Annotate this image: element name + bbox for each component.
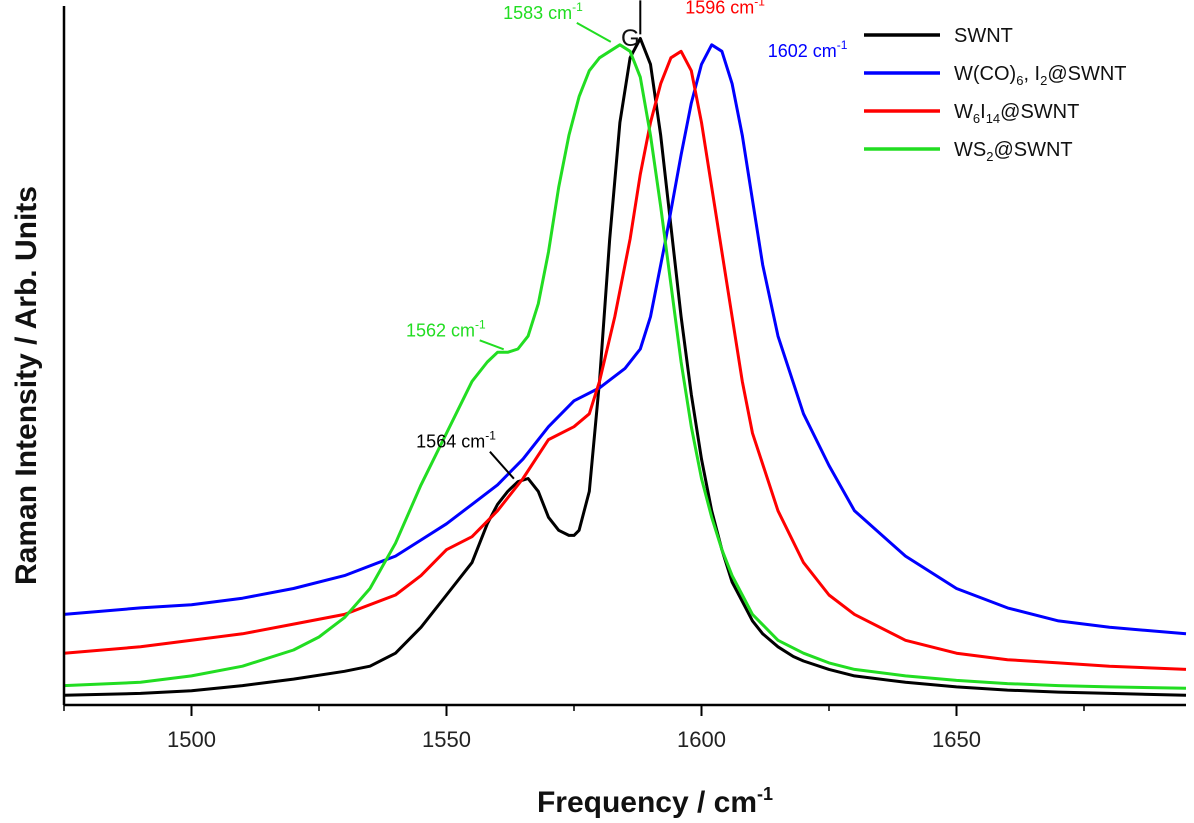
axes: 1500 1550 1600 1650 Frequency / cm-1 Raman In…: [10, 6, 1186, 819]
x-tick-label: 1500: [167, 727, 216, 752]
x-tick-label: 1650: [932, 727, 981, 752]
y-axis-title: Raman Intensity / Arb. Units: [10, 186, 43, 585]
annotation-leader: [576, 21, 612, 43]
peak-annotation: 1602 cm-1: [768, 38, 848, 61]
peak-annotation: 1583 cm-1: [503, 0, 583, 23]
series-lines: [63, 36, 1187, 697]
peak-annotation: 1562 cm-1: [406, 317, 486, 340]
series-line-0: [63, 36, 1187, 697]
legend-label: WS2@SWNT: [954, 139, 1073, 164]
legend-label: SWNT: [954, 25, 1013, 47]
g-band-label: G: [621, 25, 640, 52]
series-line-1: [63, 43, 1187, 636]
annotation-leader: [479, 339, 505, 351]
legend: SWNT W(CO)6, I2@SWNT W6I14@SWNT WS2@SWNT: [864, 25, 1127, 164]
annotation-leader: [489, 451, 515, 480]
x-tick-label: 1600: [677, 727, 726, 752]
x-axis-title: Frequency / cm-1: [537, 784, 773, 819]
peak-annotation: 1596 cm-1: [685, 0, 765, 17]
legend-label: W(CO)6, I2@SWNT: [954, 63, 1127, 88]
series-line-2: [63, 49, 1187, 671]
peak-annotation: 1564 cm-1: [416, 429, 496, 452]
x-tick-label: 1550: [422, 727, 471, 752]
legend-label: W6I14@SWNT: [954, 101, 1079, 126]
series-line-3: [63, 43, 1187, 690]
